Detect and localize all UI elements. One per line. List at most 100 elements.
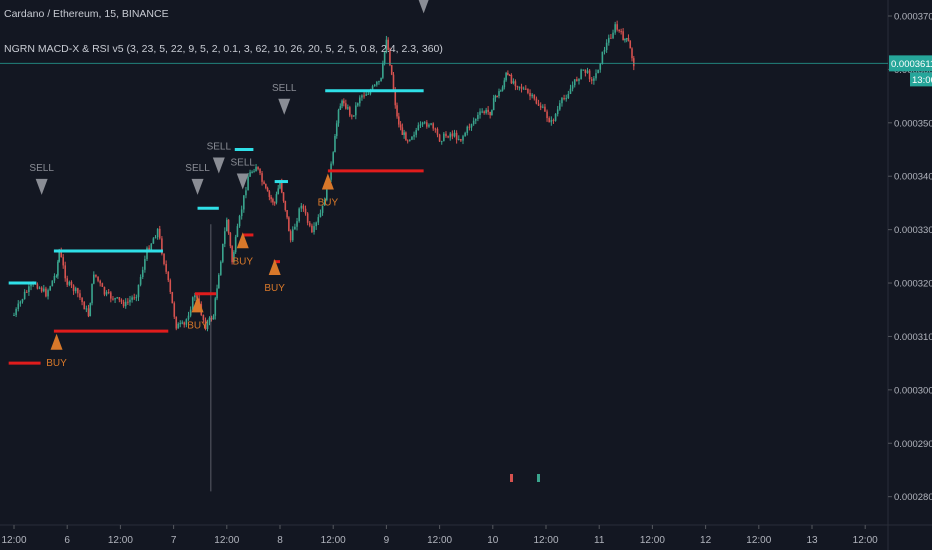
candle-body	[533, 94, 536, 99]
candle-body	[251, 171, 253, 173]
candle-body	[294, 226, 296, 230]
buy-label: BUY	[232, 256, 253, 267]
candle-body	[539, 105, 542, 108]
candle-body	[38, 287, 41, 289]
candle-body	[13, 315, 15, 317]
candle-body	[304, 208, 307, 214]
candle-body	[582, 69, 585, 71]
candle-body	[595, 73, 597, 79]
candle-body	[527, 89, 529, 93]
candle-body	[373, 84, 376, 87]
candle-body	[460, 139, 462, 141]
candle-body	[89, 303, 92, 317]
candle-body	[524, 88, 527, 90]
candle-body	[629, 40, 632, 49]
candle-body	[492, 98, 495, 111]
candle-body	[42, 288, 45, 292]
candle-body	[343, 100, 345, 104]
candle-body	[550, 120, 553, 123]
candle-body	[571, 85, 574, 89]
candle-body	[552, 120, 555, 122]
candle-body	[584, 69, 587, 73]
candle-body	[449, 133, 452, 138]
candle-body	[445, 133, 447, 137]
candle-body	[171, 291, 174, 304]
candle-body	[335, 123, 338, 136]
candle-body	[334, 135, 336, 153]
candle-body	[394, 89, 397, 106]
candle-body	[216, 288, 218, 299]
sell-marker	[418, 0, 429, 14]
candle-body	[432, 123, 435, 129]
candle-body	[208, 317, 211, 322]
candle-body	[548, 118, 550, 123]
candle-body	[406, 140, 409, 142]
candle-body	[163, 253, 165, 264]
candle-body	[487, 109, 489, 112]
x-tick-label: 12:00	[853, 535, 878, 546]
candle-body	[313, 226, 315, 233]
candle-body	[462, 136, 464, 141]
candle-body	[421, 122, 424, 125]
candle-body	[489, 111, 491, 116]
candle-body	[378, 81, 380, 83]
candle-body	[601, 51, 604, 64]
candle-body	[345, 103, 347, 109]
candle-body	[622, 31, 624, 41]
candle-body	[498, 91, 500, 97]
candle-body	[323, 200, 326, 206]
candle-body	[415, 130, 417, 135]
candle-body	[81, 297, 83, 303]
candle-body	[380, 77, 382, 82]
candle-body	[21, 299, 24, 302]
candle-body	[451, 133, 454, 137]
candle-body	[210, 317, 213, 320]
buy-marker	[236, 232, 249, 249]
candle-body	[277, 188, 280, 195]
candle-body	[466, 126, 469, 133]
candle-body	[359, 97, 361, 104]
candle-body	[270, 196, 272, 200]
candle-body	[438, 134, 441, 142]
candle-body	[266, 187, 269, 192]
indicator-legend[interactable]: NGRN MACD-X & RSI v5 (3, 23, 5, 22, 9, 5…	[4, 43, 443, 55]
x-tick-label: 12:00	[321, 535, 346, 546]
candle-body	[302, 205, 305, 209]
price-badge	[889, 55, 932, 72]
candle-body	[66, 278, 68, 285]
candle-body	[365, 94, 367, 96]
candle-body	[110, 292, 112, 299]
candle-body	[183, 322, 186, 325]
candle-body	[191, 297, 194, 310]
candle-body	[428, 124, 430, 127]
candle-body	[49, 286, 51, 291]
green-flag-marker	[537, 474, 540, 482]
candle-body	[436, 128, 439, 135]
candle-body	[259, 169, 261, 174]
buy-label: BUY	[318, 198, 339, 209]
x-tick-label: 12:00	[746, 535, 771, 546]
candle-body	[177, 323, 180, 329]
candle-body	[514, 81, 517, 87]
candle-body	[339, 106, 342, 110]
candle-body	[30, 284, 32, 287]
buy-marker	[268, 259, 281, 276]
y-tick-label: 0.00032000	[894, 279, 932, 290]
sell-marker	[35, 178, 48, 195]
candle-body	[169, 280, 172, 292]
candle-body	[265, 184, 267, 188]
candle-body	[206, 321, 209, 329]
candle-body	[77, 288, 79, 294]
x-tick-label: 12	[700, 535, 712, 546]
candle-body	[137, 284, 140, 298]
candle-body	[453, 132, 456, 137]
candle-body	[58, 250, 61, 262]
candle-body	[396, 105, 398, 117]
candle-body	[236, 226, 239, 237]
candle-body	[398, 116, 400, 125]
candle-body	[79, 293, 81, 298]
candle-body	[272, 199, 274, 203]
candle-body	[124, 301, 127, 307]
